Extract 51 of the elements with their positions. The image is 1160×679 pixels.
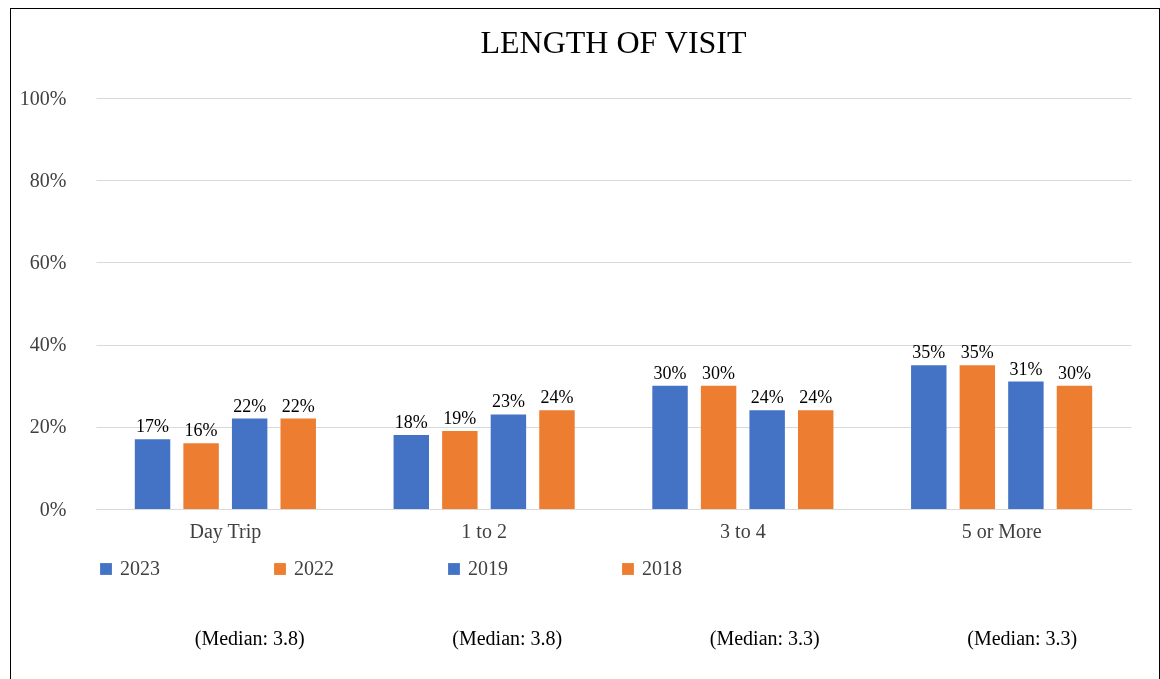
y-tick-label: 40%	[29, 333, 67, 356]
bar	[700, 385, 737, 509]
bar	[911, 365, 947, 509]
data-label: 24%	[540, 387, 574, 408]
bar	[1008, 381, 1044, 509]
y-tick-label: 20%	[29, 415, 67, 438]
chart-title: LENGTH OF VISIT	[480, 24, 747, 60]
bar	[280, 418, 316, 509]
data-label: 24%	[750, 387, 784, 408]
x-tick-label: Day Trip	[189, 519, 262, 543]
legend-label: 2023	[120, 557, 160, 579]
data-label: 22%	[281, 395, 315, 416]
text: (Median: 3.8)	[451, 627, 564, 650]
data-label: 35%	[912, 342, 946, 363]
bar	[134, 439, 171, 509]
data-label: 18%	[394, 412, 428, 433]
bar	[442, 430, 478, 509]
bar	[490, 414, 527, 509]
data-label: 30%	[653, 362, 687, 383]
bar	[959, 365, 996, 509]
text: (Median: 3.8)	[193, 627, 306, 650]
x-tick-label: 3 to 4	[720, 519, 766, 542]
y-tick-label: 60%	[29, 250, 67, 273]
x-tick-label: 5 or More	[961, 519, 1042, 542]
legend-label: 2019	[468, 557, 508, 579]
legend-label: 2022	[294, 557, 334, 579]
y-tick-label: 100%	[19, 86, 67, 109]
bar	[183, 443, 219, 509]
bar	[749, 410, 785, 509]
data-label: 30%	[702, 362, 736, 383]
legend-label: 2018	[642, 557, 682, 579]
text: (Median: 3.3)	[708, 627, 821, 650]
data-label: 17%	[136, 416, 170, 437]
data-label: 22%	[233, 395, 267, 416]
bar	[1056, 385, 1093, 509]
text: (Median: 3.3)	[966, 627, 1079, 650]
data-label: 24%	[799, 387, 833, 408]
data-label: 31%	[1009, 358, 1043, 379]
data-label: 23%	[491, 391, 525, 412]
data-label: 16%	[184, 420, 218, 441]
data-label: 30%	[1057, 362, 1091, 383]
y-tick-label: 80%	[29, 168, 67, 191]
bar	[797, 410, 834, 509]
bar	[393, 435, 430, 509]
data-label: 35%	[960, 342, 994, 363]
bar	[652, 385, 688, 509]
x-tick-label: 1 to 2	[461, 519, 507, 542]
bar	[539, 410, 575, 509]
data-label: 19%	[443, 407, 477, 428]
bar	[231, 418, 268, 509]
y-tick-label: 0%	[39, 497, 67, 520]
